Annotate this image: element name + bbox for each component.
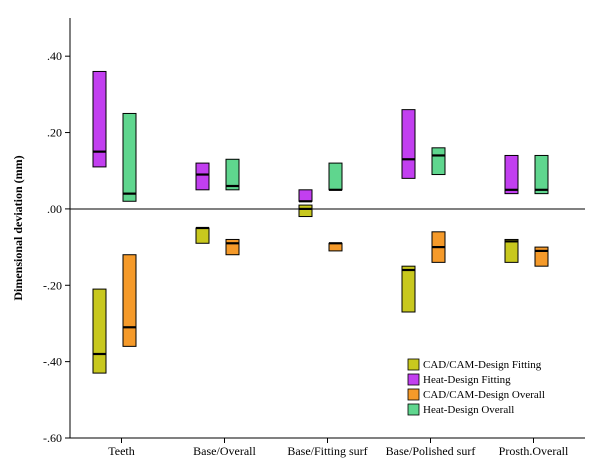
box-1-1 xyxy=(92,288,107,374)
box-2-5 xyxy=(504,154,519,195)
box-1-5 xyxy=(504,238,519,263)
legend-label: Heat-Design Overall xyxy=(423,404,514,416)
y-tick-label: .20 xyxy=(47,126,62,140)
legend-swatch xyxy=(407,403,420,416)
box-4-2 xyxy=(225,158,240,191)
box-4-1 xyxy=(122,112,137,202)
legend-swatch xyxy=(407,358,420,371)
legend-label: CAD/CAM-Design Overall xyxy=(423,389,545,401)
y-ticks: .40 .20 .00 -.20 -.40 -.60 xyxy=(43,49,70,445)
y-tick-label: .40 xyxy=(47,49,62,63)
box-4-4 xyxy=(431,147,446,176)
box-2-2 xyxy=(195,162,210,191)
box-2-3 xyxy=(298,189,313,202)
box-3-3 xyxy=(328,242,343,252)
y-axis-label: Dimensional deviation (mm) xyxy=(11,155,25,300)
box-2-1 xyxy=(92,70,107,168)
box-1-4 xyxy=(401,265,416,313)
x-tick-label: Base/Polished surf xyxy=(386,444,476,458)
box-3-1 xyxy=(122,254,137,347)
box-series xyxy=(92,70,549,374)
box-2-4 xyxy=(401,109,416,179)
y-tick-label: -.20 xyxy=(43,278,62,292)
legend-label: Heat-Design Fitting xyxy=(423,374,511,386)
legend-swatch xyxy=(407,388,420,401)
x-tick-label: Base/Fitting surf xyxy=(287,444,367,458)
x-tick-label: Teeth xyxy=(108,444,134,458)
x-tick-label: Prosth.Overall xyxy=(499,444,569,458)
box-4-5 xyxy=(534,154,549,195)
y-tick-label: -.40 xyxy=(43,355,62,369)
legend-label: CAD/CAM-Design Fitting xyxy=(423,359,542,371)
y-tick-label: .00 xyxy=(47,202,62,216)
legend-swatch xyxy=(407,373,420,386)
box-3-2 xyxy=(225,238,240,256)
x-ticks: Teeth Base/Overall Base/Fitting surf Base/P… xyxy=(108,438,569,458)
box-1-2 xyxy=(195,227,210,244)
y-tick-label: -.60 xyxy=(43,431,62,445)
box-1-3 xyxy=(298,204,313,218)
legend: CAD/CAM-Design Fitting Heat-Design Fittin… xyxy=(407,358,545,416)
box-4-3 xyxy=(328,162,343,191)
x-tick-label: Base/Overall xyxy=(193,444,256,458)
